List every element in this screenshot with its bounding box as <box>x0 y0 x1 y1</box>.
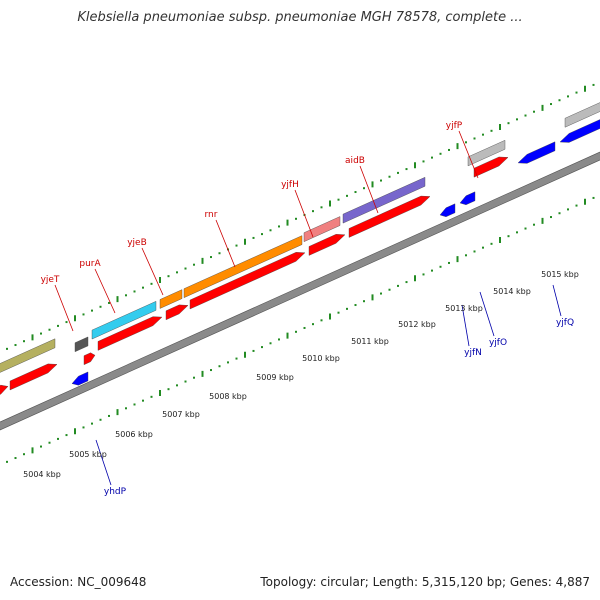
gene-block[interactable] <box>189 252 306 310</box>
gene-block[interactable] <box>91 300 157 340</box>
gene-block[interactable] <box>9 363 58 391</box>
gene-block[interactable] <box>308 234 346 256</box>
gene-block[interactable] <box>74 336 89 353</box>
kbp-scale-label: 5014 kbp <box>493 287 531 296</box>
gene-block[interactable] <box>303 216 341 243</box>
kbp-scale-label: 5009 kbp <box>256 373 294 382</box>
gene-block[interactable] <box>159 289 183 309</box>
label-leader <box>461 304 470 347</box>
kbp-scale-label: 5005 kbp <box>69 450 107 459</box>
kbp-scale-label: 5008 kbp <box>209 392 247 401</box>
gene-block[interactable] <box>517 141 556 164</box>
gene-block[interactable] <box>564 98 600 128</box>
gene-block[interactable] <box>97 316 163 351</box>
label-leader <box>479 291 495 337</box>
gene-block[interactable] <box>183 235 303 299</box>
reverse-gene-label: yjfN <box>464 348 482 358</box>
kbp-scale-label: 5012 kbp <box>398 320 436 329</box>
forward-gene-label: rnr <box>205 210 218 220</box>
label-leader <box>94 268 116 314</box>
gene-block[interactable] <box>348 195 431 238</box>
label-leaders <box>54 130 562 486</box>
reverse-gene-label: yjfQ <box>556 318 574 328</box>
forward-gene-label: yjfH <box>281 180 299 190</box>
accession-label: Accession: NC_009648 <box>10 575 147 589</box>
genome-summary: Topology: circular; Length: 5,315,120 bp… <box>260 575 590 589</box>
label-leader <box>294 189 314 238</box>
gene-block[interactable] <box>459 191 476 206</box>
backbone-band <box>0 151 600 431</box>
label-layer: yjeT purA yjeB rnr yjfH aidB yjfP yhdP yjfN yjfO y… <box>23 121 579 497</box>
label-leader <box>458 130 479 179</box>
forward-gene-label: aidB <box>345 156 365 166</box>
backbone <box>0 151 600 431</box>
reverse-gene-label: yjfO <box>489 338 507 348</box>
kbp-scale-label: 5006 kbp <box>115 430 153 439</box>
tick-track-top <box>6 83 595 350</box>
kbp-scale-label: 5011 kbp <box>351 337 389 346</box>
gene-block[interactable] <box>559 115 600 143</box>
feature-track <box>0 98 600 399</box>
label-leader <box>215 219 236 268</box>
gene-block[interactable] <box>83 352 96 366</box>
map-title: Klebsiella pneumoniae subsp. pneumoniae … <box>77 10 523 25</box>
forward-gene-label: yjeB <box>127 238 147 248</box>
tick-track-bottom <box>6 196 595 463</box>
kbp-scale-label: 5007 kbp <box>162 410 200 419</box>
gene-block[interactable] <box>473 156 509 178</box>
label-leader <box>552 284 562 317</box>
gene-block[interactable] <box>165 304 189 321</box>
gene-block[interactable] <box>439 203 456 218</box>
gene-block[interactable] <box>342 176 426 224</box>
kbp-scale-label: 5004 kbp <box>23 470 61 479</box>
forward-gene-label: yjfP <box>446 121 463 131</box>
label-leader <box>54 284 74 332</box>
label-leader <box>141 247 164 296</box>
kbp-scale-label: 5015 kbp <box>541 270 579 279</box>
kbp-scale-label: 5010 kbp <box>302 354 340 363</box>
gene-block[interactable] <box>0 338 56 377</box>
gene-block[interactable] <box>467 139 506 167</box>
forward-gene-label: purA <box>79 259 101 269</box>
gene-block[interactable] <box>0 384 9 399</box>
forward-gene-label: yjeT <box>41 275 60 285</box>
gene-block[interactable] <box>71 371 89 386</box>
label-leader <box>95 439 112 486</box>
kbp-scale-label: 5013 kbp <box>445 304 483 313</box>
label-leader <box>359 165 379 214</box>
reverse-gene-label: yhdP <box>104 487 127 497</box>
